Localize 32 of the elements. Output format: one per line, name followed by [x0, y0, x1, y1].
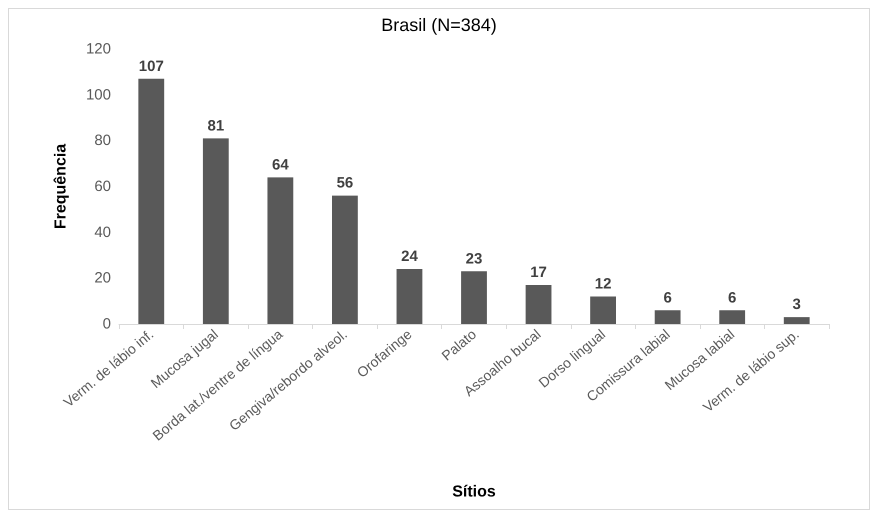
data-label: 64 [272, 156, 290, 174]
bar [396, 269, 422, 324]
bar [202, 138, 229, 324]
y-tick-label: 40 [94, 224, 111, 241]
bar [526, 285, 552, 324]
data-label: 3 [792, 296, 801, 314]
bar [461, 271, 487, 324]
data-label: 23 [466, 250, 482, 268]
data-label: 107 [138, 58, 164, 75]
bar [267, 177, 294, 324]
data-label: 56 [336, 174, 354, 192]
y-tick-label: 100 [86, 86, 111, 104]
bar [784, 317, 810, 324]
chart-title: Brasil (N=384) [381, 15, 497, 35]
data-label: 81 [207, 117, 224, 134]
data-label: 12 [594, 276, 612, 292]
bar [719, 310, 746, 324]
data-label: 17 [530, 264, 547, 282]
y-tick-label: 80 [94, 132, 111, 150]
y-axis-title: Frequência [52, 144, 70, 230]
x-axis-title: Sítios [452, 484, 496, 500]
y-tick-label: 60 [94, 178, 111, 195]
y-tick-label: 0 [102, 316, 111, 332]
bar [654, 310, 681, 324]
y-tick-label: 20 [94, 270, 111, 287]
y-tick-label: 120 [86, 40, 111, 58]
bar [590, 296, 616, 324]
data-label: 6 [663, 289, 672, 306]
bar [138, 78, 164, 324]
data-label: 24 [401, 248, 418, 265]
bar [332, 196, 358, 324]
data-label: 6 [728, 289, 736, 306]
